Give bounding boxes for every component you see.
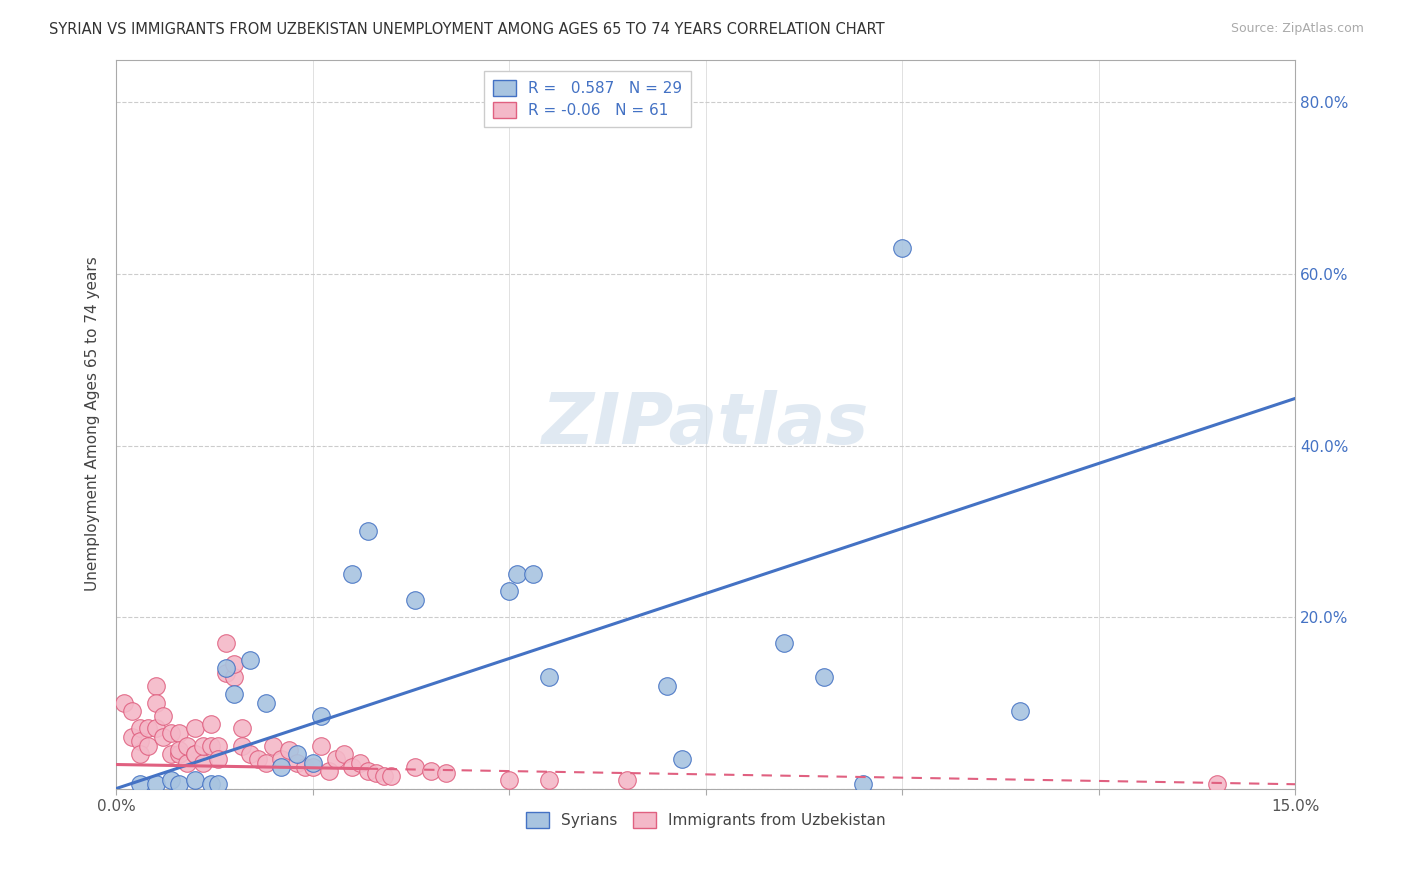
Point	[176, 739, 198, 753]
Point	[167, 777, 190, 791]
Y-axis label: Unemployment Among Ages 65 to 74 years: Unemployment Among Ages 65 to 74 years	[86, 257, 100, 591]
Point	[380, 769, 402, 783]
Point	[191, 739, 214, 753]
Point	[128, 777, 150, 791]
Point	[254, 696, 277, 710]
Point	[128, 734, 150, 748]
Point	[239, 747, 262, 762]
Point	[184, 772, 207, 787]
Point	[285, 756, 308, 770]
Point	[498, 584, 520, 599]
Point	[167, 747, 190, 762]
Point	[373, 769, 395, 783]
Point	[522, 567, 544, 582]
Point	[294, 760, 316, 774]
Text: ZIPatlas: ZIPatlas	[543, 390, 869, 458]
Point	[616, 772, 638, 787]
Point	[215, 661, 238, 675]
Point	[498, 772, 520, 787]
Point	[357, 524, 380, 539]
Point	[773, 636, 796, 650]
Point	[112, 696, 135, 710]
Point	[176, 756, 198, 770]
Point	[263, 739, 285, 753]
Point	[671, 751, 693, 765]
Point	[207, 777, 229, 791]
Point	[246, 751, 269, 765]
Point	[891, 241, 914, 255]
Point	[215, 636, 238, 650]
Point	[270, 760, 292, 774]
Point	[160, 726, 183, 740]
Point	[852, 777, 875, 791]
Text: SYRIAN VS IMMIGRANTS FROM UZBEKISTAN UNEMPLOYMENT AMONG AGES 65 TO 74 YEARS CORR: SYRIAN VS IMMIGRANTS FROM UZBEKISTAN UNE…	[49, 22, 884, 37]
Point	[436, 766, 458, 780]
Point	[200, 717, 222, 731]
Point	[537, 772, 560, 787]
Point	[254, 756, 277, 770]
Text: Source: ZipAtlas.com: Source: ZipAtlas.com	[1230, 22, 1364, 36]
Point	[224, 657, 246, 672]
Point	[207, 751, 229, 765]
Point	[404, 592, 426, 607]
Point	[231, 722, 253, 736]
Point	[184, 722, 207, 736]
Point	[340, 567, 363, 582]
Point	[145, 777, 167, 791]
Legend: Syrians, Immigrants from Uzbekistan: Syrians, Immigrants from Uzbekistan	[519, 805, 893, 836]
Point	[231, 739, 253, 753]
Point	[121, 704, 143, 718]
Point	[655, 679, 678, 693]
Point	[506, 567, 529, 582]
Point	[239, 653, 262, 667]
Point	[278, 743, 301, 757]
Point	[152, 708, 174, 723]
Point	[333, 747, 356, 762]
Point	[813, 670, 835, 684]
Point	[184, 747, 207, 762]
Point	[224, 687, 246, 701]
Point	[309, 708, 332, 723]
Point	[145, 679, 167, 693]
Point	[224, 670, 246, 684]
Point	[207, 739, 229, 753]
Point	[349, 756, 371, 770]
Point	[128, 722, 150, 736]
Point	[128, 747, 150, 762]
Point	[145, 696, 167, 710]
Point	[1010, 704, 1032, 718]
Point	[152, 730, 174, 744]
Point	[136, 739, 159, 753]
Point	[167, 726, 190, 740]
Point	[285, 747, 308, 762]
Point	[215, 665, 238, 680]
Point	[270, 751, 292, 765]
Point	[301, 756, 323, 770]
Point	[200, 739, 222, 753]
Point	[160, 772, 183, 787]
Point	[184, 747, 207, 762]
Point	[200, 777, 222, 791]
Point	[309, 739, 332, 753]
Point	[357, 764, 380, 779]
Point	[191, 756, 214, 770]
Point	[121, 730, 143, 744]
Point	[167, 743, 190, 757]
Point	[419, 764, 441, 779]
Point	[160, 747, 183, 762]
Point	[318, 764, 340, 779]
Point	[301, 760, 323, 774]
Point	[537, 670, 560, 684]
Point	[340, 760, 363, 774]
Point	[1205, 777, 1227, 791]
Point	[325, 751, 347, 765]
Point	[364, 766, 387, 780]
Point	[136, 722, 159, 736]
Point	[404, 760, 426, 774]
Point	[145, 722, 167, 736]
